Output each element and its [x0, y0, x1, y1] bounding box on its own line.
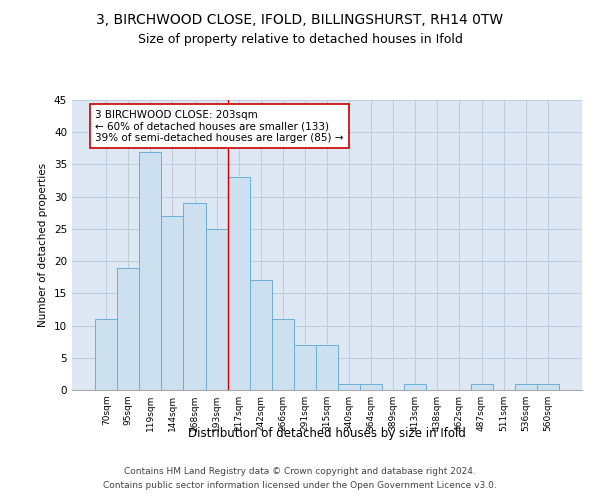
Bar — [95, 319, 117, 390]
Text: Contains HM Land Registry data © Crown copyright and database right 2024.: Contains HM Land Registry data © Crown c… — [124, 468, 476, 476]
Bar — [272, 319, 294, 390]
Text: 3, BIRCHWOOD CLOSE, IFOLD, BILLINGSHURST, RH14 0TW: 3, BIRCHWOOD CLOSE, IFOLD, BILLINGSHURST… — [97, 12, 503, 26]
Bar — [161, 216, 184, 390]
Text: Contains public sector information licensed under the Open Government Licence v3: Contains public sector information licen… — [103, 481, 497, 490]
Bar — [227, 178, 250, 390]
Text: Distribution of detached houses by size in Ifold: Distribution of detached houses by size … — [188, 428, 466, 440]
Bar — [139, 152, 161, 390]
Bar — [184, 203, 206, 390]
Bar — [294, 345, 316, 390]
Text: Size of property relative to detached houses in Ifold: Size of property relative to detached ho… — [137, 32, 463, 46]
Bar — [250, 280, 272, 390]
Bar — [117, 268, 139, 390]
Bar — [338, 384, 360, 390]
Bar — [360, 384, 382, 390]
Bar — [206, 229, 227, 390]
Y-axis label: Number of detached properties: Number of detached properties — [38, 163, 49, 327]
Bar — [404, 384, 427, 390]
Text: 3 BIRCHWOOD CLOSE: 203sqm
← 60% of detached houses are smaller (133)
39% of semi: 3 BIRCHWOOD CLOSE: 203sqm ← 60% of detac… — [95, 110, 344, 143]
Bar — [537, 384, 559, 390]
Bar — [316, 345, 338, 390]
Bar — [515, 384, 537, 390]
Bar — [470, 384, 493, 390]
